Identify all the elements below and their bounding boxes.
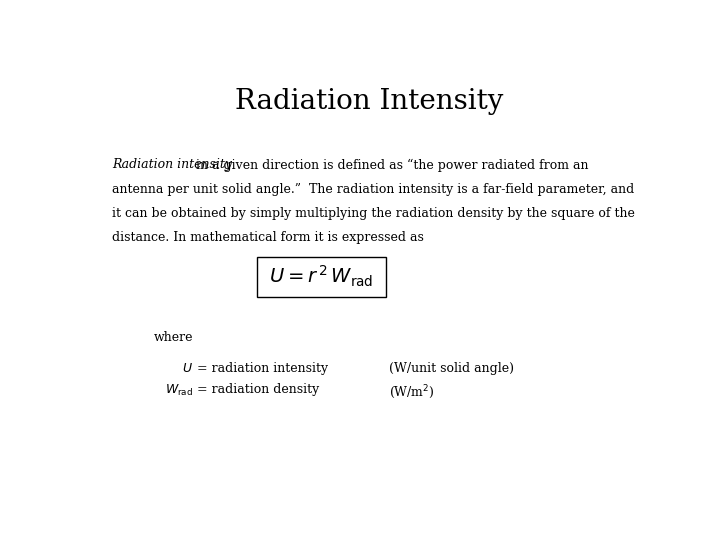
Text: $W_{\mathrm{rad}}$: $W_{\mathrm{rad}}$	[165, 383, 193, 398]
Text: in a given direction is defined as “the power radiated from an: in a given direction is defined as “the …	[192, 158, 589, 172]
Text: = radiation density: = radiation density	[197, 383, 320, 396]
Text: $U$: $U$	[182, 362, 193, 375]
FancyBboxPatch shape	[258, 257, 386, 296]
Text: Radiation intensity: Radiation intensity	[112, 158, 233, 171]
Text: Radiation Intensity: Radiation Intensity	[235, 87, 503, 114]
Text: it can be obtained by simply multiplying the radiation density by the square of : it can be obtained by simply multiplying…	[112, 207, 635, 220]
Text: (W/unit solid angle): (W/unit solid angle)	[389, 362, 513, 375]
Text: (W/m$^{2}$): (W/m$^{2}$)	[389, 383, 434, 401]
Text: where: where	[154, 331, 194, 344]
Text: antenna per unit solid angle.”  The radiation intensity is a far-field parameter: antenna per unit solid angle.” The radia…	[112, 183, 634, 197]
Text: $U = r^{\,2}\,W_{\mathrm{rad}}$: $U = r^{\,2}\,W_{\mathrm{rad}}$	[269, 264, 374, 289]
Text: distance. In mathematical form it is expressed as: distance. In mathematical form it is exp…	[112, 231, 424, 244]
Text: = radiation intensity: = radiation intensity	[197, 362, 328, 375]
